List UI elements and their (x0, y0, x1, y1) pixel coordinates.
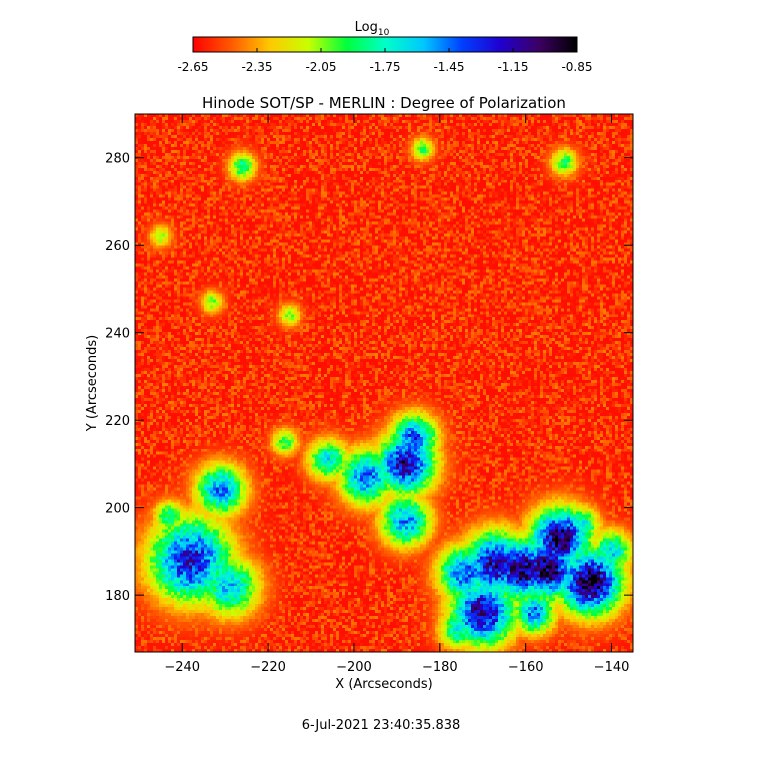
colorbar-tick-label: -1.75 (369, 60, 400, 74)
plot-frame (134, 113, 634, 653)
x-tick-label: −200 (336, 660, 372, 675)
x-axis-label: X (Arcseconds) (335, 677, 432, 692)
colorbar-tick-label: -2.05 (305, 60, 336, 74)
colorbar-tick-label: -2.35 (241, 60, 272, 74)
y-tick-label: 200 (105, 502, 130, 517)
timestamp: 6-Jul-2021 23:40:35.838 (302, 718, 461, 733)
colorbar-tick-label: -1.45 (433, 60, 464, 74)
x-tick-label: −220 (250, 660, 286, 675)
colorbar-tick-label: -1.15 (497, 60, 528, 74)
y-tick-label: 240 (105, 327, 130, 342)
plot-area: −240 −220 −200 −180 −160 −140 180 200 220 240 260… (105, 113, 634, 675)
y-tick-label: 280 (105, 152, 130, 167)
colorbar-gradient (193, 37, 577, 52)
y-tick-label: 180 (105, 589, 130, 604)
x-tick-label: −160 (508, 660, 544, 675)
colorbar-label-subscript: 10 (378, 28, 390, 38)
y-axis-ticks: 180 200 220 240 260 280 (105, 152, 633, 604)
colorbar: Log10 -2.65 -2.35 -2.05 -1.75 -1.45 -1.15 -0.8… (177, 20, 592, 74)
heatmap-image (135, 114, 633, 652)
y-tick-label: 220 (105, 414, 130, 429)
y-axis-label: Y (Arcseconds) (85, 335, 100, 432)
chart-title: Hinode SOT/SP - MERLIN : Degree of Polar… (202, 94, 566, 112)
colorbar-label-base: Log (355, 20, 378, 35)
colorbar-ticks: -2.65 -2.35 -2.05 -1.75 -1.45 -1.15 -0.85 (177, 48, 593, 74)
x-tick-label: −180 (422, 660, 458, 675)
colorbar-label: Log10 (355, 20, 390, 38)
colorbar-tick-label: -0.85 (561, 60, 592, 74)
colorbar-tick-label: -2.65 (177, 60, 208, 74)
x-tick-label: −240 (164, 660, 200, 675)
x-axis-ticks: −240 −220 −200 −180 −160 −140 (164, 114, 629, 675)
x-tick-label: −140 (594, 660, 630, 675)
y-tick-label: 260 (105, 239, 130, 254)
